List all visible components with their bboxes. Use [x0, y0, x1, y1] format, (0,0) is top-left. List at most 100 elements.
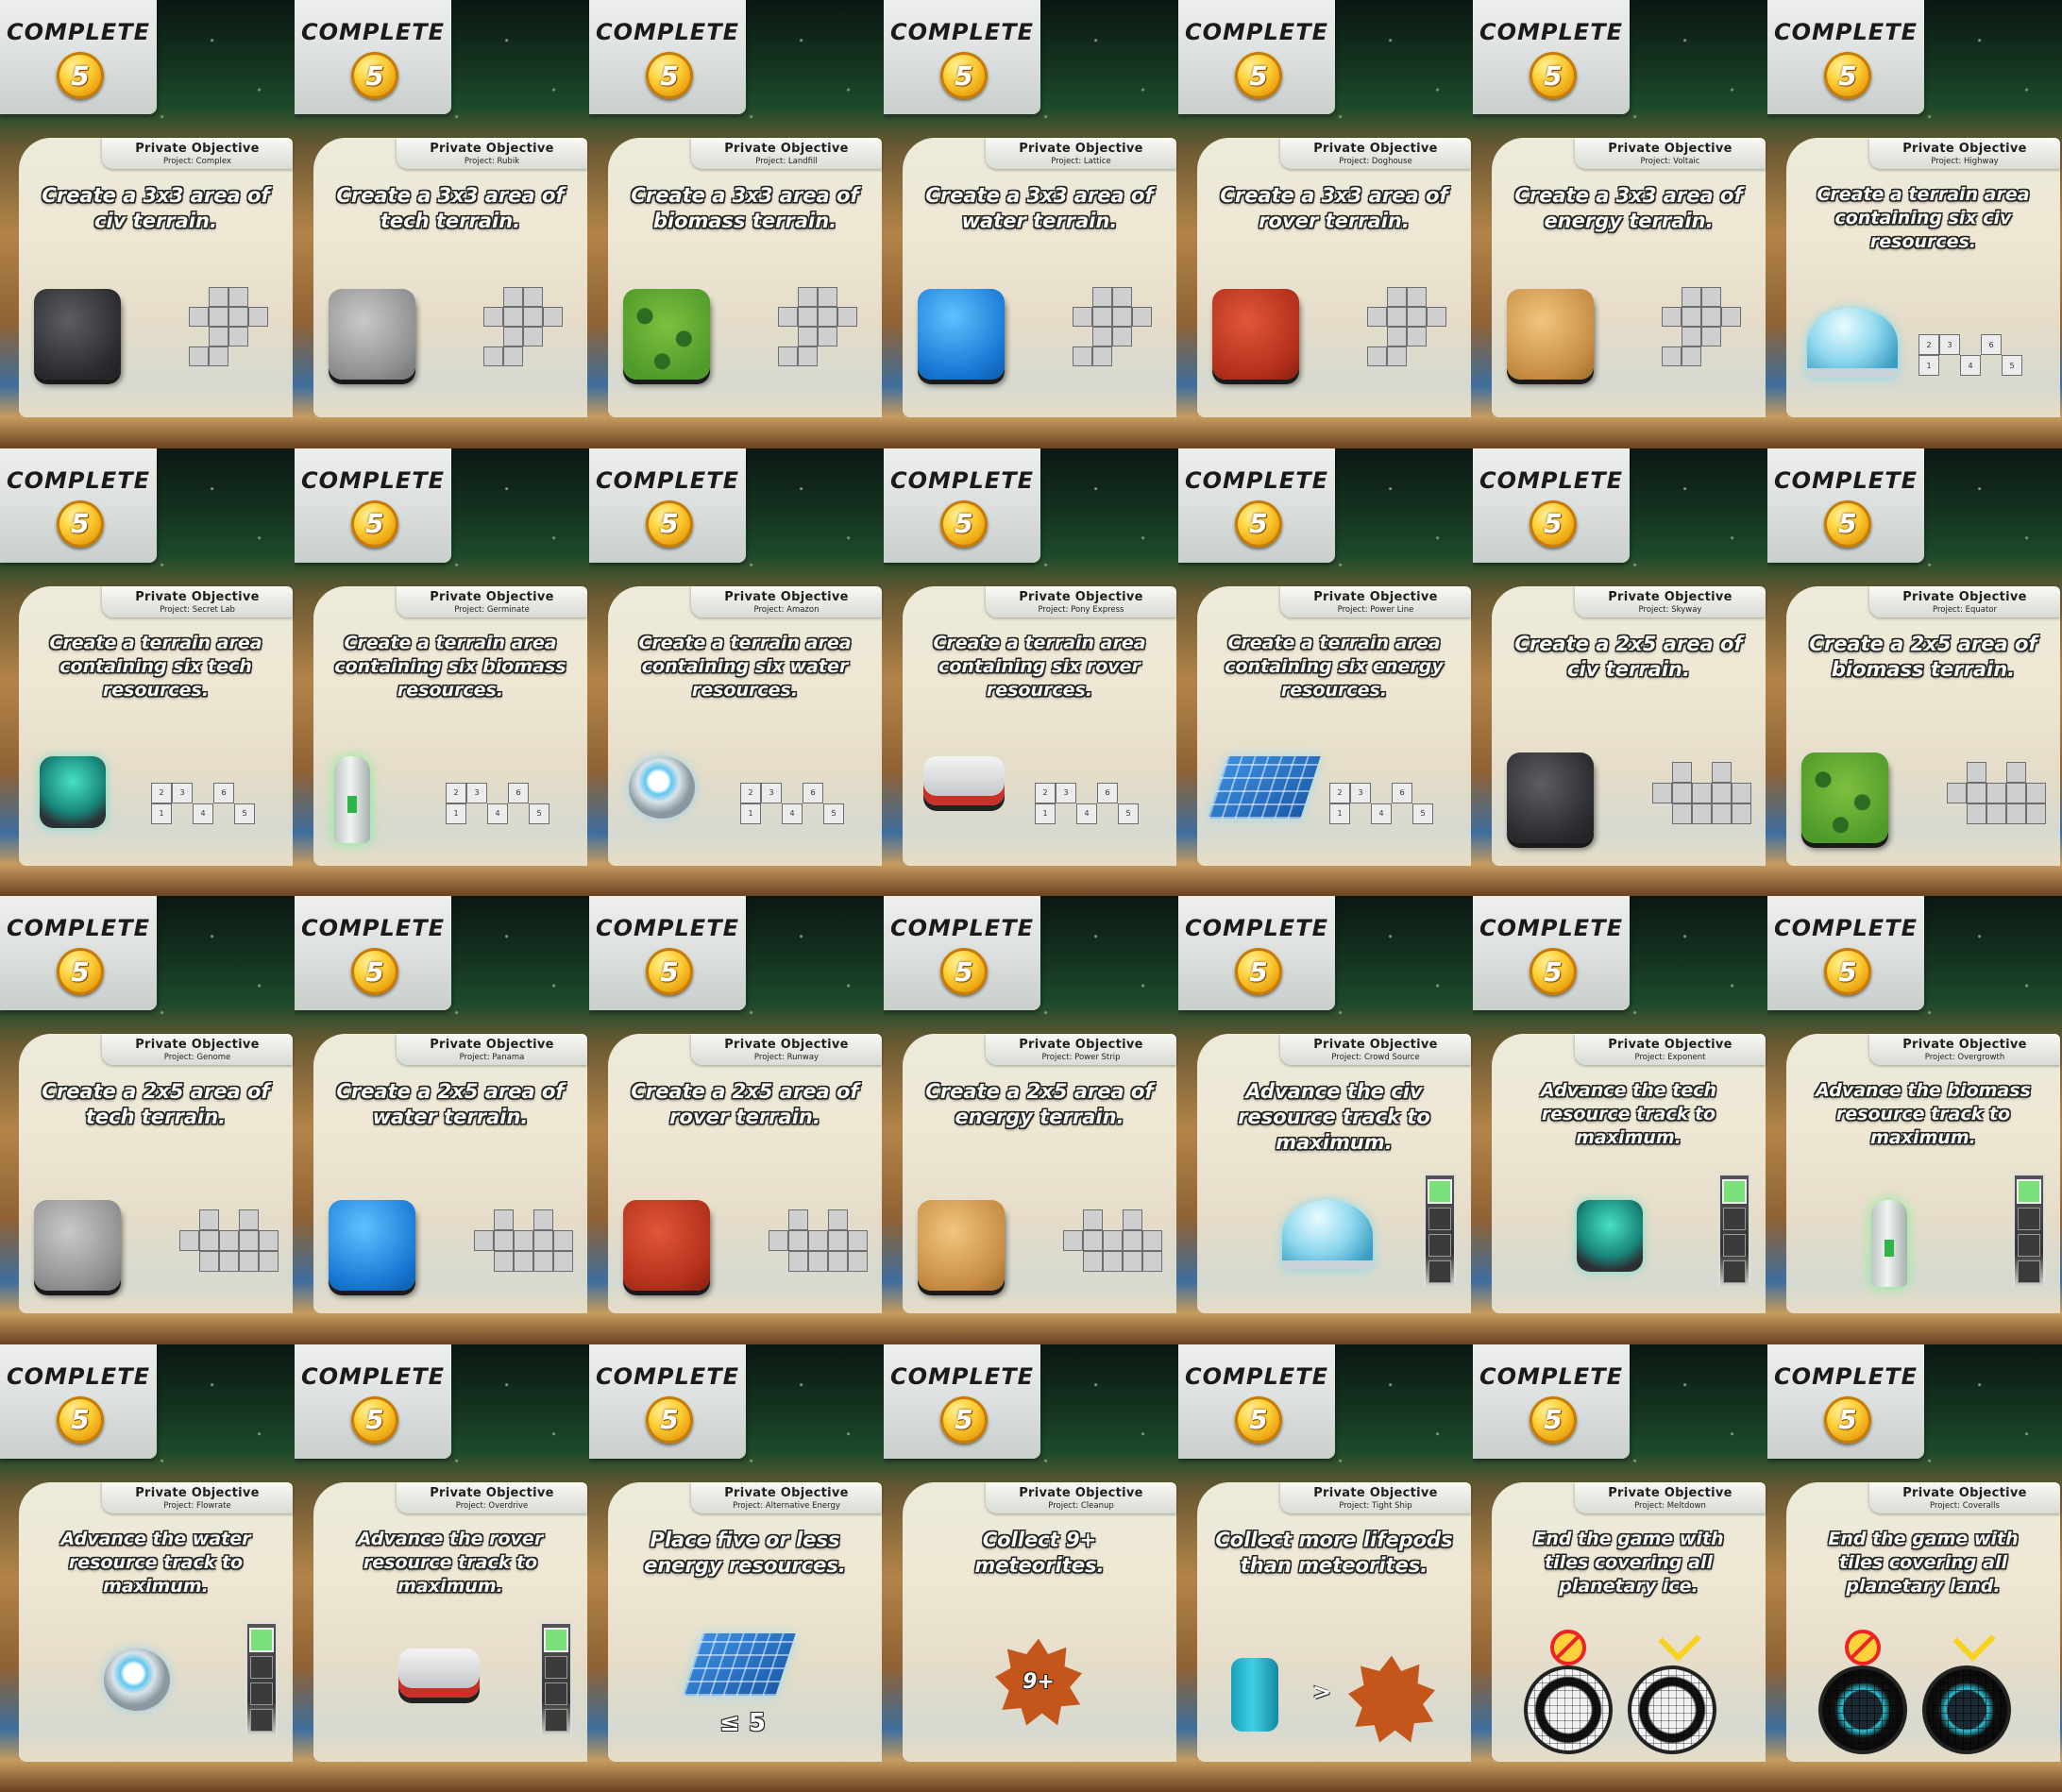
objective-card[interactable]: COMPLETE 5 Private Objective Project: Germi…	[295, 448, 589, 896]
diagram-square	[798, 287, 818, 307]
objective-text: Create a terrain area containing six wat…	[638, 632, 852, 701]
objective-type-label: Private Objective	[430, 589, 554, 604]
objective-type-label: Private Objective	[1019, 1038, 1143, 1052]
objective-card[interactable]: COMPLETE 5 Private Objective Project: Flowr…	[0, 1344, 295, 1792]
complete-label: COMPLETE	[301, 1362, 445, 1390]
diagram-square	[199, 1251, 219, 1272]
objective-text: Create a 3x3 area of water terrain.	[925, 184, 1154, 232]
objective-card[interactable]: COMPLETE 5 Private Objective Project: Volta…	[1473, 0, 1767, 448]
objective-text: Create a 3x3 area of civ terrain.	[42, 184, 270, 232]
diagram-square	[1103, 1230, 1123, 1251]
objective-card[interactable]: COMPLETE 5 Private Objective Project: Panam…	[295, 896, 589, 1344]
objective-panel: Private Objective Project: Crowd Source Ad…	[1197, 1034, 1471, 1313]
project-name: Project: Secret Lab	[160, 604, 235, 615]
objective-card[interactable]: COMPLETE 5 Private Objective Project: Power…	[884, 896, 1178, 1344]
objective-panel: Private Objective Project: Secret Lab Crea…	[19, 585, 293, 866]
project-name: Project: Tight Ship	[1339, 1500, 1412, 1511]
diagram-square	[798, 347, 818, 366]
diagram-square	[1092, 287, 1112, 307]
coin-icon: 5	[1824, 948, 1871, 995]
coin-value: 5	[1249, 1404, 1268, 1435]
objective-type-label: Private Objective	[135, 1485, 260, 1500]
objective-card[interactable]: COMPLETE 5 Private Objective Project: Latti…	[884, 0, 1178, 448]
objective-card[interactable]: COMPLETE 5 Private Objective Project: Cover…	[1767, 1344, 2062, 1792]
diagram-square	[199, 1209, 219, 1230]
orb-resource-icon	[629, 755, 695, 819]
project-name: Project: Cleanup	[1048, 1500, 1114, 1511]
diagram-square	[1123, 1230, 1142, 1251]
objective-header: Private Objective Project: Highway	[1869, 138, 2060, 169]
complete-label: COMPLETE	[890, 1362, 1034, 1390]
complete-label: COMPLETE	[1479, 915, 1623, 941]
diagram-square	[1367, 347, 1387, 366]
complete-label: COMPLETE	[1185, 915, 1328, 941]
coin-value: 5	[955, 508, 973, 539]
complete-label: COMPLETE	[1479, 466, 1623, 494]
objective-panel: Private Objective Project: Flowrate Advanc…	[19, 1481, 293, 1762]
coin-value: 5	[1838, 508, 1857, 539]
objective-card[interactable]: COMPLETE 5 Private Objective Project: Equat…	[1767, 448, 2062, 896]
objective-card[interactable]: COMPLETE 5 Private Objective Project: Alter…	[589, 1344, 884, 1792]
objective-type-label: Private Objective	[1608, 1485, 1732, 1500]
project-name: Project: Pony Express	[1038, 604, 1124, 615]
objective-card[interactable]: COMPLETE 5 Private Objective Project: Overd…	[295, 1344, 589, 1792]
diagram-square	[828, 1230, 848, 1251]
coin-icon: 5	[351, 948, 398, 995]
objective-card[interactable]: COMPLETE 5 Private Objective Project: Compl…	[0, 0, 295, 448]
diagram-square	[503, 287, 523, 307]
tech-terrain-tile	[329, 289, 415, 380]
objective-header: Private Objective Project: Genome	[102, 1034, 293, 1065]
objective-header: Private Objective Project: Cleanup	[986, 1481, 1176, 1513]
objective-card[interactable]: COMPLETE 5 Private Objective Project: Landf…	[589, 0, 884, 448]
objective-card[interactable]: COMPLETE 5 Private Objective Project: Expon…	[1473, 896, 1767, 1344]
diagram-square	[209, 327, 228, 347]
complete-reward-box: COMPLETE 5	[295, 896, 451, 1010]
objective-card[interactable]: COMPLETE 5 Private Objective Project: Rubik…	[295, 0, 589, 448]
complete-label: COMPLETE	[301, 466, 445, 494]
objective-card[interactable]: COMPLETE 5 Private Objective Project: Tight…	[1178, 1344, 1473, 1792]
objective-card[interactable]: COMPLETE 5 Private Objective Project: Genom…	[0, 896, 295, 1344]
objective-card[interactable]: COMPLETE 5 Private Objective Project: Skywa…	[1473, 448, 1767, 896]
complete-reward-box: COMPLETE 5	[1767, 1344, 1924, 1459]
meteorite-icon: 9+	[995, 1638, 1082, 1726]
track-cell	[250, 1655, 273, 1679]
diagram-square	[1967, 782, 1986, 803]
objective-card[interactable]: COMPLETE 5 Private Objective Project: Power…	[1178, 448, 1473, 896]
diagram-square	[1672, 803, 1692, 824]
coin-value: 5	[1544, 508, 1563, 539]
track-cell	[545, 1682, 567, 1705]
diagram-square: 4	[782, 803, 803, 824]
objective-card[interactable]: COMPLETE 5 Private Objective Project: Amazo…	[589, 448, 884, 896]
diagram-square	[523, 307, 543, 327]
complete-reward-box: COMPLETE 5	[589, 0, 746, 114]
objective-type-label: Private Objective	[1902, 1038, 2027, 1052]
track-cell	[249, 1627, 274, 1652]
complete-reward-box: COMPLETE 5	[1178, 1344, 1335, 1459]
complete-reward-box: COMPLETE 5	[884, 1344, 1040, 1459]
objective-text: Create a 2x5 area of water terrain.	[336, 1080, 565, 1128]
diagram-square	[808, 1251, 828, 1272]
objective-card[interactable]: COMPLETE 5 Private Objective Project: Dogho…	[1178, 0, 1473, 448]
project-name: Project: Skyway	[1638, 604, 1702, 615]
objective-card[interactable]: COMPLETE 5 Private Objective Project: Secre…	[0, 448, 295, 896]
complete-reward-box: COMPLETE 5	[1473, 448, 1630, 563]
diagram-square	[1142, 1230, 1162, 1251]
objective-card[interactable]: COMPLETE 5 Private Objective Project: Overg…	[1767, 896, 2062, 1344]
objective-card[interactable]: COMPLETE 5 Private Objective Project: Crowd…	[1178, 896, 1473, 1344]
diagram-square	[818, 307, 837, 327]
objective-type-label: Private Objective	[1608, 1038, 1732, 1052]
project-name: Project: Meltdown	[1634, 1500, 1706, 1511]
objective-card[interactable]: COMPLETE 5 Private Objective Project: Runwa…	[589, 896, 884, 1344]
objective-card[interactable]: COMPLETE 5 Private Objective Project: Clean…	[884, 1344, 1178, 1792]
diagram-square	[798, 307, 818, 327]
objective-type-label: Private Objective	[1019, 1485, 1143, 1500]
diagram-square	[1692, 782, 1712, 803]
objective-card[interactable]: COMPLETE 5 Private Objective Project: Pony …	[884, 448, 1178, 896]
diagram-square	[483, 347, 503, 366]
objective-panel: Private Objective Project: Alternative En…	[608, 1481, 882, 1762]
objective-card[interactable]: COMPLETE 5 Private Objective Project: Highw…	[1767, 0, 2062, 448]
objective-card[interactable]: COMPLETE 5 Private Objective Project: Meltd…	[1473, 1344, 1767, 1792]
objective-type-label: Private Objective	[1313, 142, 1438, 156]
